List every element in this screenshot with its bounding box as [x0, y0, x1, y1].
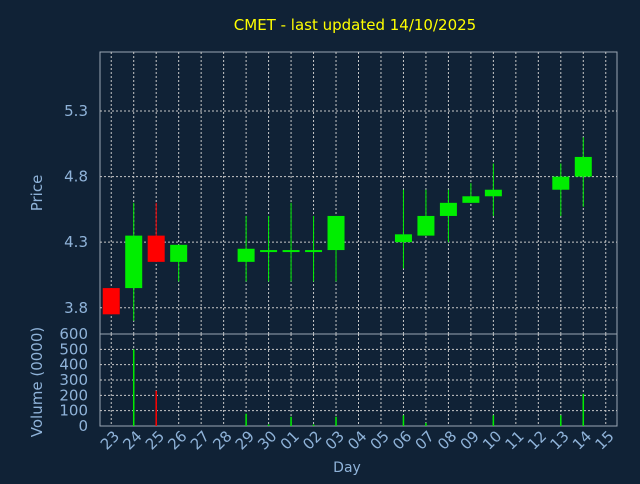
day-tick-label: 15 — [591, 427, 617, 453]
candle-body — [237, 248, 255, 262]
candle-body — [394, 234, 412, 243]
candle-body — [552, 176, 570, 190]
volume-bar-14 — [582, 393, 585, 426]
volume-bar-07 — [425, 422, 427, 426]
candle-25 — [147, 202, 165, 262]
volume-bar-29 — [245, 413, 247, 426]
candle-14 — [574, 137, 592, 207]
candle-10 — [484, 163, 502, 216]
volume-bar-06 — [402, 415, 405, 426]
candle-07 — [417, 189, 435, 236]
price-tick-label: 4.8 — [64, 168, 88, 186]
candle-body — [574, 156, 592, 177]
candle-06 — [394, 189, 412, 269]
volume-bar-10 — [492, 415, 495, 426]
volume-tick-label: 600 — [59, 325, 88, 343]
price-panel: 3.8 4.3 4.8 5.3 — [64, 51, 618, 335]
volume-bar-02 — [312, 424, 315, 426]
volume-bar-30 — [267, 424, 270, 426]
candle-body — [462, 196, 480, 203]
candle-01 — [282, 202, 300, 282]
volume-bar-01 — [290, 416, 292, 426]
candle-body — [170, 244, 188, 262]
candle-body — [102, 288, 120, 315]
price-tick-label: 5.3 — [64, 102, 88, 120]
volume-bar-25 — [155, 390, 157, 426]
candle-body — [125, 235, 143, 289]
candle-24 — [125, 202, 143, 321]
candle-body — [327, 215, 345, 251]
volume-bar-24 — [132, 349, 135, 426]
volume-tick-label: 200 — [59, 386, 88, 404]
price-tick-label: 4.3 — [64, 233, 88, 251]
volume-tick-label: 100 — [59, 402, 88, 420]
price-tick-label: 3.8 — [64, 299, 88, 317]
candle-body — [147, 235, 165, 262]
candle-26 — [170, 244, 188, 282]
candle-02 — [305, 215, 323, 282]
candle-body — [260, 250, 278, 253]
volume-axis-label: Volume (0000) — [28, 327, 46, 437]
volume-bar-13 — [560, 415, 562, 426]
candle-body — [417, 215, 435, 236]
price-axis-label: Price — [28, 175, 46, 212]
day-axis-label: Day — [333, 460, 361, 476]
chart-title: CMET - last updated 14/10/2025 — [234, 16, 476, 34]
volume-tick-label: 0 — [78, 417, 88, 435]
candle-body — [282, 250, 300, 253]
candle-29 — [237, 215, 255, 282]
candle-30 — [260, 215, 278, 282]
candle-09 — [462, 183, 480, 203]
candle-13 — [552, 163, 570, 216]
volume-bar-03 — [335, 416, 337, 426]
candle-08 — [439, 189, 457, 243]
volume-tick-label: 500 — [59, 340, 88, 358]
candle-body — [484, 189, 502, 197]
candle-body — [305, 250, 323, 253]
volume-tick-label: 300 — [59, 371, 88, 389]
candle-03 — [327, 215, 345, 282]
volume-tick-label: 400 — [59, 356, 88, 374]
candle-body — [439, 202, 457, 216]
candle-23 — [102, 288, 120, 315]
